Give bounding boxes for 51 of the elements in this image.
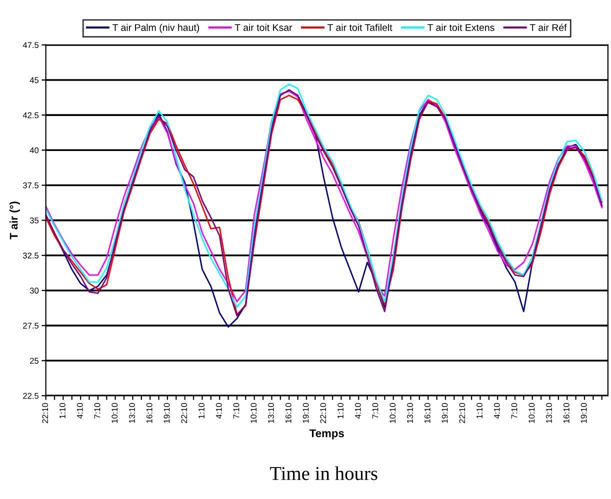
x-tick-label: 13:10 (268, 402, 274, 423)
x-tick-label: 16:10 (563, 402, 570, 423)
y-tick-label: 45 (30, 77, 39, 84)
y-axis-title: T air (°) (10, 202, 20, 240)
x-tick-label: 19:10 (580, 402, 587, 423)
x-tick-label: 1:10 (198, 402, 204, 418)
y-tick-label: 27.5 (23, 322, 39, 329)
x-tick-label: 13:10 (129, 402, 135, 423)
x-tick-label: 7:10 (233, 402, 240, 418)
legend-label: T air toit Ksar (234, 24, 292, 31)
x-tick-label: 4:10 (216, 402, 222, 419)
y-tick-label: 35 (30, 218, 39, 224)
legend-label: T air Palm (niv haut) (112, 24, 200, 33)
x-tick-label: 22:10 (459, 402, 466, 424)
x-tick-label: 22:10 (42, 402, 48, 424)
x-tick-label: 16:10 (424, 402, 430, 423)
x-tick-label: 19:10 (164, 402, 170, 423)
legend-label: T air toit Tafilelt (327, 24, 392, 31)
text: Time in hours (270, 466, 378, 480)
x-tick-label: 22:10 (320, 402, 326, 424)
y-tick-label: 32.5 (22, 252, 39, 258)
x-tick-label: 16:10 (146, 402, 152, 423)
y-tick-label: 22.5 (23, 392, 39, 399)
x-tick-label: 22:10 (181, 402, 188, 424)
x-tick-label: 10:10 (528, 402, 535, 423)
x-tick-label: 7:10 (511, 402, 518, 418)
x-tick-label: 13:10 (407, 402, 413, 423)
y-tick-label: 47.5 (22, 42, 39, 48)
x-axis-title: Temps (310, 429, 344, 440)
x-tick-label: 10:10 (390, 402, 396, 423)
x-tick-label: 19:10 (302, 402, 309, 423)
y-tick-label: 30 (30, 288, 39, 294)
x-tick-label: 4:10 (354, 402, 361, 419)
y-tick-label: 42.5 (22, 112, 39, 118)
x-tick-label: 7:10 (94, 402, 100, 418)
y-tick-label: 25 (30, 358, 39, 364)
legend-label: T air Réf (530, 24, 567, 31)
x-tick-label: 10:10 (250, 402, 257, 423)
y-tick-label: 40 (30, 147, 39, 154)
x-tick-label: 16:10 (285, 402, 292, 423)
x-tick-label: 1:10 (338, 402, 344, 418)
x-tick-label: 1:10 (60, 402, 66, 418)
x-tick-label: 13:10 (546, 402, 552, 423)
legend-label: T air toit Extens (428, 24, 494, 31)
x-tick-label: 10:10 (112, 402, 118, 423)
x-tick-label: 7:10 (372, 402, 378, 418)
x-tick-label: 4:10 (76, 402, 83, 419)
x-tick-label: 19:10 (442, 402, 448, 423)
y-tick-label: 37.5 (22, 182, 39, 188)
x-tick-label: 1:10 (476, 402, 482, 418)
x-tick-label: 4:10 (494, 402, 500, 419)
